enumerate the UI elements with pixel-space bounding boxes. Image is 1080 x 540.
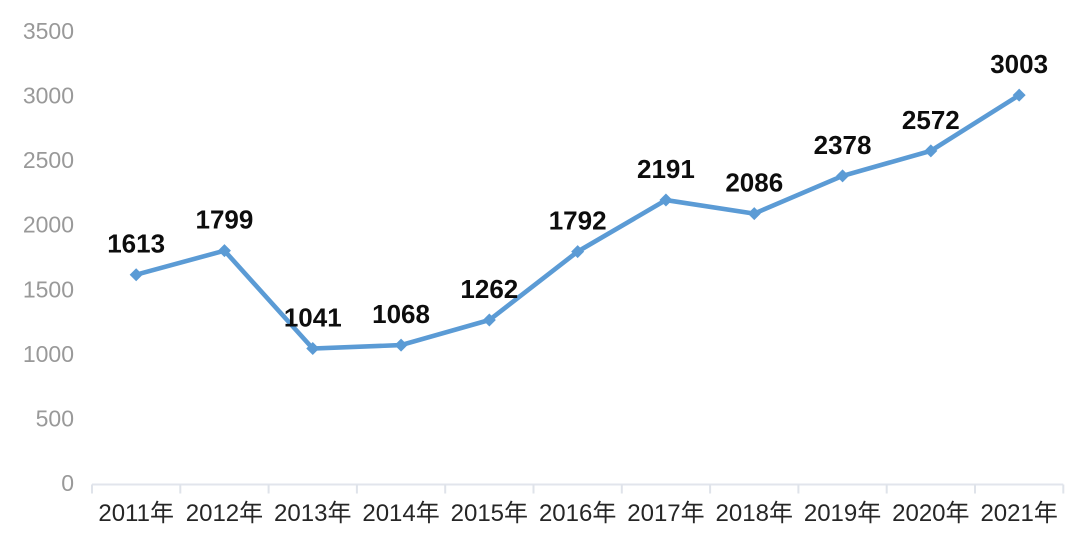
data-label: 3003 [990,49,1048,79]
y-tick-label: 2500 [23,147,74,173]
x-tick-label: 2018年 [716,500,793,527]
x-tick-label: 2012年 [186,500,263,527]
data-point-marker [747,207,761,221]
y-tick-label: 3000 [23,83,74,109]
x-tick-label: 2017年 [627,500,704,527]
data-label: 1792 [549,206,607,236]
data-label: 2378 [814,130,872,160]
y-tick-label: 3500 [23,18,74,44]
data-point-marker [217,244,231,258]
data-point-marker [836,169,850,183]
data-point-marker [306,342,320,356]
y-tick-label: 1000 [23,341,74,367]
data-point-marker [659,193,673,207]
data-label: 1799 [196,205,254,235]
data-label: 1262 [460,274,518,304]
x-tick-label: 2011年 [98,500,174,527]
y-tick-label: 2000 [23,212,74,238]
data-point-marker [129,268,143,282]
x-tick-label: 2014年 [362,500,439,527]
data-point-marker [924,144,938,158]
data-label: 1068 [372,299,430,329]
data-label: 2191 [637,154,695,184]
x-tick-label: 2013年 [274,500,351,527]
x-tick-label: 2019年 [804,500,881,527]
x-tick-label: 2020年 [892,500,969,527]
y-tick-label: 0 [61,470,74,496]
data-label: 2086 [725,168,783,198]
y-tick-label: 1500 [23,276,74,302]
data-point-marker [1012,88,1026,102]
data-point-marker [571,245,585,259]
x-tick-label: 2016年 [539,500,616,527]
data-label: 1613 [107,229,165,259]
x-tick-label: 2021年 [980,500,1057,527]
data-point-marker [482,313,496,327]
y-tick-label: 500 [36,405,74,431]
x-tick-label: 2015年 [451,500,528,527]
data-label: 2572 [902,105,960,135]
data-point-marker [394,338,408,352]
data-label: 1041 [284,303,342,333]
